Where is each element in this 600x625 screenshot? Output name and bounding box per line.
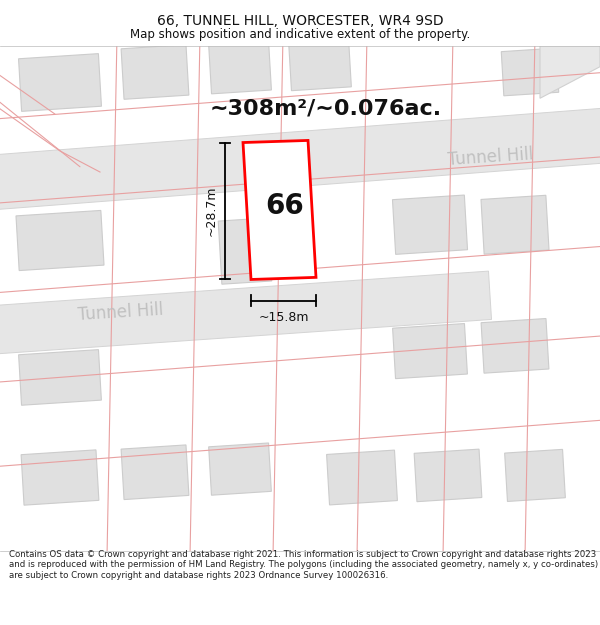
Text: Tunnel Hill: Tunnel Hill [77, 301, 163, 324]
Polygon shape [209, 39, 271, 94]
Polygon shape [0, 271, 491, 354]
Text: 66, TUNNEL HILL, WORCESTER, WR4 9SD: 66, TUNNEL HILL, WORCESTER, WR4 9SD [157, 14, 443, 28]
Polygon shape [121, 445, 189, 499]
Polygon shape [326, 450, 397, 505]
Polygon shape [16, 211, 104, 271]
Polygon shape [21, 450, 99, 505]
Text: 66: 66 [266, 192, 304, 220]
Polygon shape [540, 46, 600, 98]
Text: Tunnel Hill: Tunnel Hill [446, 146, 533, 169]
Polygon shape [481, 319, 549, 373]
Polygon shape [501, 48, 559, 96]
Text: Map shows position and indicative extent of the property.: Map shows position and indicative extent… [130, 28, 470, 41]
Polygon shape [392, 324, 467, 379]
Polygon shape [414, 449, 482, 502]
Polygon shape [0, 108, 600, 210]
Text: Contains OS data © Crown copyright and database right 2021. This information is : Contains OS data © Crown copyright and d… [9, 550, 598, 580]
Polygon shape [243, 141, 316, 279]
Polygon shape [19, 54, 101, 111]
Polygon shape [121, 44, 189, 99]
Polygon shape [209, 443, 271, 495]
Text: ~15.8m: ~15.8m [258, 311, 309, 324]
Polygon shape [289, 39, 352, 91]
Polygon shape [505, 449, 565, 501]
Polygon shape [19, 349, 101, 405]
Polygon shape [481, 195, 549, 254]
Polygon shape [392, 195, 467, 254]
Text: ~308m²/~0.076ac.: ~308m²/~0.076ac. [210, 99, 442, 119]
Text: ~28.7m: ~28.7m [205, 186, 218, 236]
Polygon shape [218, 218, 272, 284]
